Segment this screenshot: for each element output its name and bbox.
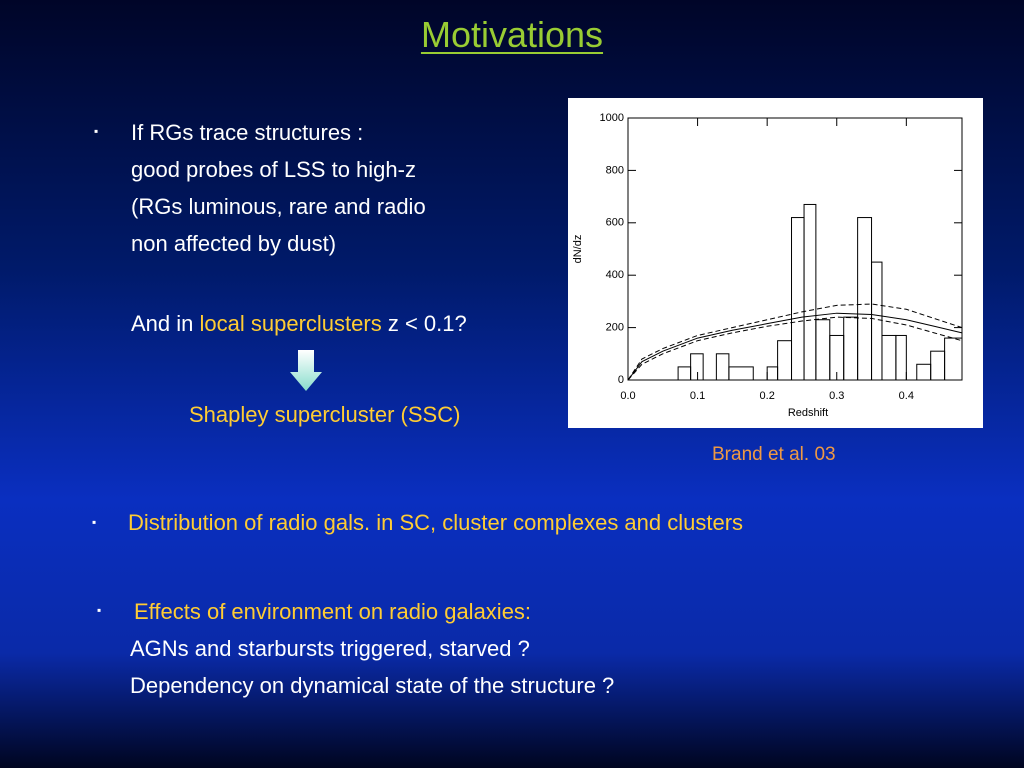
x-tick-label: 0.1 — [690, 390, 705, 402]
bullet: ▪ — [94, 124, 99, 138]
y-tick-label: 400 — [606, 269, 624, 281]
text-line: AGNs and starbursts triggered, starved ? — [130, 636, 530, 661]
histogram-bar — [690, 353, 704, 381]
text-line: Dependency on dynamical state of the str… — [130, 673, 615, 698]
highlight: local superclusters — [199, 311, 382, 336]
x-axis-label: Redshift — [788, 407, 828, 419]
text: z < 0.1? — [387, 311, 467, 336]
bullet: ▪ — [97, 603, 102, 617]
histogram-bar — [944, 337, 963, 381]
answer: Shapley supercluster (SSC) — [189, 402, 461, 427]
x-tick-label: 0.3 — [829, 390, 844, 402]
histogram-bar — [871, 261, 883, 381]
text-line: non affected by dust) — [131, 231, 337, 256]
histogram-bar — [895, 334, 907, 381]
x-tick-label: 0.2 — [760, 390, 775, 402]
text: And in — [131, 311, 194, 336]
slide-title: Motivations — [420, 14, 604, 55]
y-tick-label: 200 — [606, 322, 624, 334]
y-axis-label: dN/dz — [572, 235, 584, 264]
text-line: good probes of LSS to high-z — [131, 157, 416, 182]
model-curve — [627, 316, 963, 381]
text-line: And in local superclusters z < 0.1? — [131, 311, 467, 337]
y-tick-label: 0 — [618, 374, 624, 386]
text-line: If RGs trace structures : — [131, 120, 364, 145]
chart-background — [568, 98, 983, 428]
y-tick-label: 800 — [606, 164, 624, 176]
chart: Redshift dN/dz 0 200 400 600 800 1000 0.0 0.1 0.… — [568, 98, 983, 428]
text-line: (RGs luminous, rare and radio — [131, 194, 426, 219]
histogram-bar — [803, 203, 817, 381]
model-curve — [627, 303, 963, 381]
text-line: Effects of environment on radio galaxies… — [134, 599, 532, 624]
arrow — [290, 350, 322, 391]
y-tick-label: 1000 — [600, 112, 624, 124]
model-curve — [627, 312, 963, 381]
text-line: Distribution of radio gals. in SC, clust… — [128, 510, 744, 535]
citation: Brand et al. 03 — [712, 444, 836, 465]
x-tick-label: 0.0 — [620, 390, 635, 402]
x-tick-label: 0.4 — [899, 390, 914, 402]
y-tick-label: 600 — [606, 217, 624, 229]
bullet: ▪ — [92, 515, 97, 529]
histogram-bar — [728, 366, 754, 381]
